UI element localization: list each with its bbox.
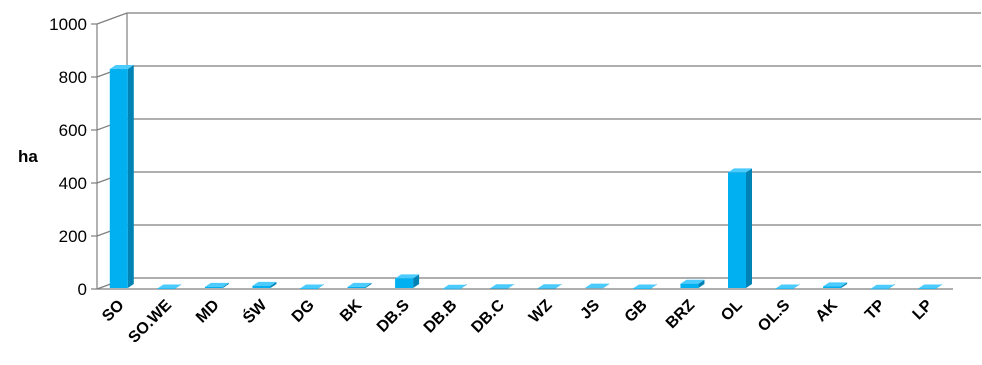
x-tick-label: DB.S [374,297,413,336]
x-tick-label: WZ [526,297,556,327]
x-tick-label: MD [193,297,223,327]
bar [395,274,420,288]
bar-top [823,282,848,287]
bar-side [841,282,848,288]
bar-top [918,284,943,289]
gridline-side [96,12,128,25]
bar-top [204,282,229,287]
bar [870,284,895,290]
bar [109,65,134,288]
x-tick-label: DB.C [468,296,508,336]
bar [632,284,657,289]
bar-front [109,69,128,288]
bar-side [413,274,420,288]
bar-front [728,172,746,288]
x-tick-label: DG [289,297,318,326]
bar-side [698,279,705,288]
x-tick-label: BK [337,296,366,325]
x-tick-label: GB [622,297,651,326]
bars-layer [109,65,943,290]
bar-front [157,288,176,289]
bar-side [127,65,134,288]
bar-top [680,279,705,284]
bar-top [870,284,895,289]
bar [252,281,277,288]
bar-front [585,287,604,289]
bar-top [109,65,134,70]
bar-front [918,288,937,289]
bar [585,283,610,289]
y-tick-label: 0 [78,280,87,299]
grid-layer [96,12,981,290]
x-tick-label: BRZ [663,297,698,332]
bar-front [252,285,271,288]
bar-top [585,283,610,288]
y-tick-label: 1000 [49,15,87,34]
y-tick-labels: 0 200 400 600 800 1000 [49,15,87,299]
axis-layer [91,13,953,290]
bar-top [395,274,420,279]
bar-front [680,283,699,288]
y-tick-label: 400 [59,174,87,193]
bar [537,284,562,289]
x-tick-label: JS [577,297,603,323]
bar-top [442,284,467,289]
bar [204,282,229,288]
bar-front [490,288,509,289]
y-tick-label: 200 [59,227,87,246]
bar [728,168,752,288]
y-tick-label: 800 [59,68,87,87]
bar-top [252,281,277,286]
bar-front [775,288,794,289]
bar-front [632,288,651,289]
bar [775,284,800,289]
x-tick-label: LP [910,297,937,324]
x-tick-label: SO [99,297,127,325]
bar-side [746,168,752,288]
x-tick-label: TP [862,297,889,324]
bar-front [300,288,318,289]
bar [918,284,943,289]
y-tick-label: 600 [59,121,87,140]
bar-front [204,286,223,288]
bar [157,284,182,289]
bar [442,284,467,290]
bar-top [157,284,182,289]
bar [680,279,705,288]
bar-front [823,286,842,288]
x-tick-label: OL [718,297,746,325]
x-tick-label: ŚW [239,295,271,327]
bar-top [300,284,324,289]
bar [347,282,372,288]
x-tick-label: DB.B [421,297,461,337]
bar-top [490,284,515,289]
bar-front [870,288,889,290]
bar [490,284,515,289]
bar-top [347,282,372,287]
x-tick-label: OL.S [755,297,794,336]
x-tick-label: AK [813,296,842,325]
bar [300,284,324,289]
bar-side [365,282,372,288]
bar-side [222,282,229,288]
x-tick-label: SO.WE [125,297,175,347]
bar-top [775,284,800,289]
bar-side [270,281,277,288]
bar-top [632,284,657,289]
bar-side [603,283,610,288]
bar-front [347,286,366,288]
bar-front [537,288,556,289]
bar-front [442,288,461,290]
bar [823,282,848,288]
bar-top [728,168,752,173]
y-axis-title: ha [18,147,38,166]
bar-top [537,284,562,289]
bar-front [395,278,414,288]
